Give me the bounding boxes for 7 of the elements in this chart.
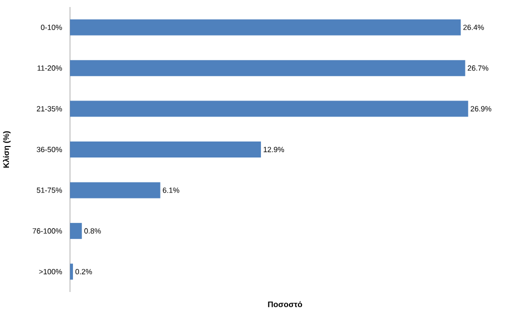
bar [70, 142, 261, 158]
bar [70, 182, 160, 198]
bar [70, 222, 82, 239]
bar [70, 19, 461, 36]
bar [70, 60, 466, 76]
bar [70, 100, 468, 117]
bar [70, 264, 73, 280]
